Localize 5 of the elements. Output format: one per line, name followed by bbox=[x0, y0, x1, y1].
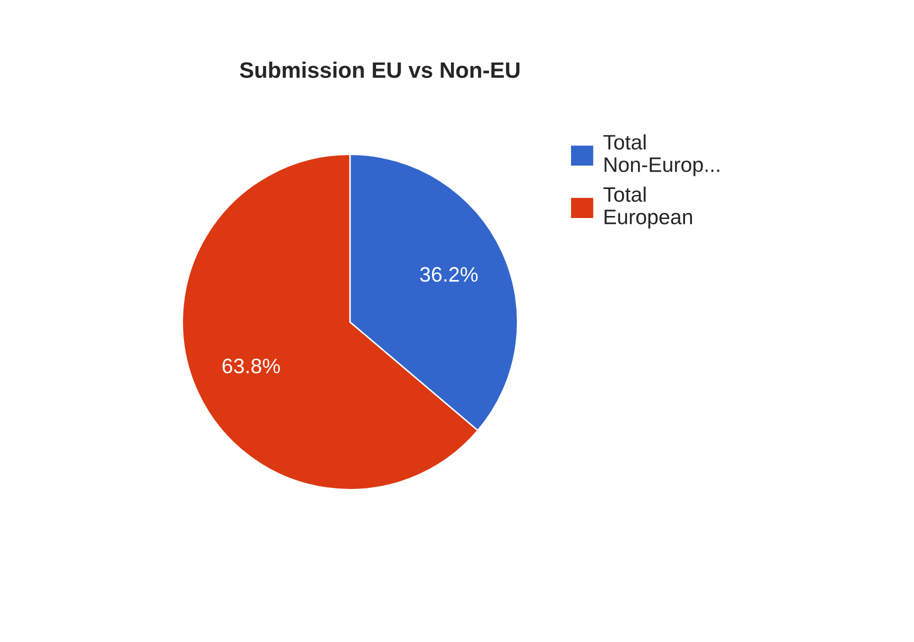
data-label: 36.2% bbox=[420, 267, 478, 282]
chart-title: Submission EU vs Non-EU bbox=[240, 62, 520, 78]
legend-label: Total Non-Europ... bbox=[603, 134, 720, 176]
legend-label: Total European bbox=[603, 186, 692, 228]
data-label: 63.8% bbox=[222, 358, 280, 374]
